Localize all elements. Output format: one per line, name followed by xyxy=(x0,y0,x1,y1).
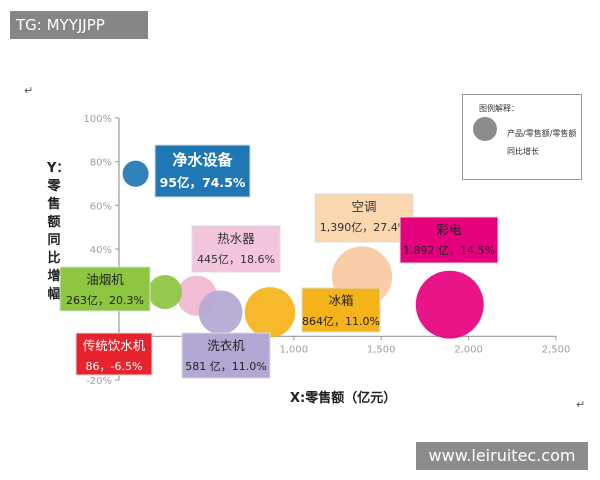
label-box-热水器 xyxy=(191,225,281,273)
paragraph-mark: ↵ xyxy=(24,84,34,97)
data-label-name: 传统饮水机 xyxy=(83,338,146,353)
data-label-name: 彩电 xyxy=(436,222,462,237)
x-tick-label: 2,000 xyxy=(454,344,483,355)
label-box-传统饮水机 xyxy=(75,332,153,376)
website-watermark: www.leiruitec.com xyxy=(416,442,588,470)
data-label-name: 空调 xyxy=(351,199,376,214)
label-box-净水设备 xyxy=(154,144,251,198)
data-label-value: 864亿，11.0% xyxy=(302,315,380,328)
y-tick-label: 100% xyxy=(83,114,112,125)
label-box-洗衣机 xyxy=(181,332,271,379)
y-tick-label: 60% xyxy=(90,201,112,212)
data-label-value: 1,390亿，27.4% xyxy=(320,221,408,234)
y-tick-label: -20% xyxy=(86,376,112,387)
label-box-冰箱 xyxy=(301,287,381,333)
x-axis-label: X:零售额（亿元） xyxy=(290,391,397,406)
data-label-name: 热水器 xyxy=(217,231,255,246)
bubble-净水设备 xyxy=(122,160,149,187)
bubble-冰箱 xyxy=(244,287,296,338)
legend-title: 图例解释： xyxy=(479,104,519,113)
data-label-name: 洗衣机 xyxy=(207,338,245,353)
data-label-name: 净水设备 xyxy=(172,151,233,169)
data-label-value: 581 亿，11.0% xyxy=(185,360,266,373)
legend-sample-bubble xyxy=(473,117,497,141)
x-tick-label: 1,500 xyxy=(367,344,396,355)
y-tick-label: 80% xyxy=(90,158,112,169)
data-label-name: 油烟机 xyxy=(86,272,124,287)
y-tick-label: 40% xyxy=(90,245,112,256)
paragraph-mark: ↵ xyxy=(576,398,586,411)
data-label-name: 冰箱 xyxy=(328,293,353,308)
label-box-彩电 xyxy=(399,216,499,264)
data-label-value: 263亿，20.3% xyxy=(66,294,144,307)
legend: 图例解释： 产品/零售额/零售额同比增长 xyxy=(462,94,582,180)
x-tick-label: 2,500 xyxy=(542,344,571,355)
bubble-油烟机 xyxy=(147,274,183,310)
label-box-空调 xyxy=(314,193,414,243)
legend-text: 产品/零售额/零售额同比增长 xyxy=(507,129,577,156)
x-tick-label: 1,000 xyxy=(279,344,308,355)
data-label-value: 86，-6.5% xyxy=(86,360,143,373)
y-axis-label: Y：零售额同比增幅 xyxy=(47,161,70,302)
data-label-value: 95亿，74.5% xyxy=(160,175,246,190)
data-label-value: 1,892 亿，14.5% xyxy=(403,244,495,257)
data-label-value: 445亿，18.6% xyxy=(197,253,275,266)
bubble-彩电 xyxy=(415,270,484,339)
watermark-tag: TG: MYYJJPP xyxy=(10,11,148,39)
bubble-洗衣机 xyxy=(198,290,243,335)
label-box-油烟机 xyxy=(59,266,151,312)
